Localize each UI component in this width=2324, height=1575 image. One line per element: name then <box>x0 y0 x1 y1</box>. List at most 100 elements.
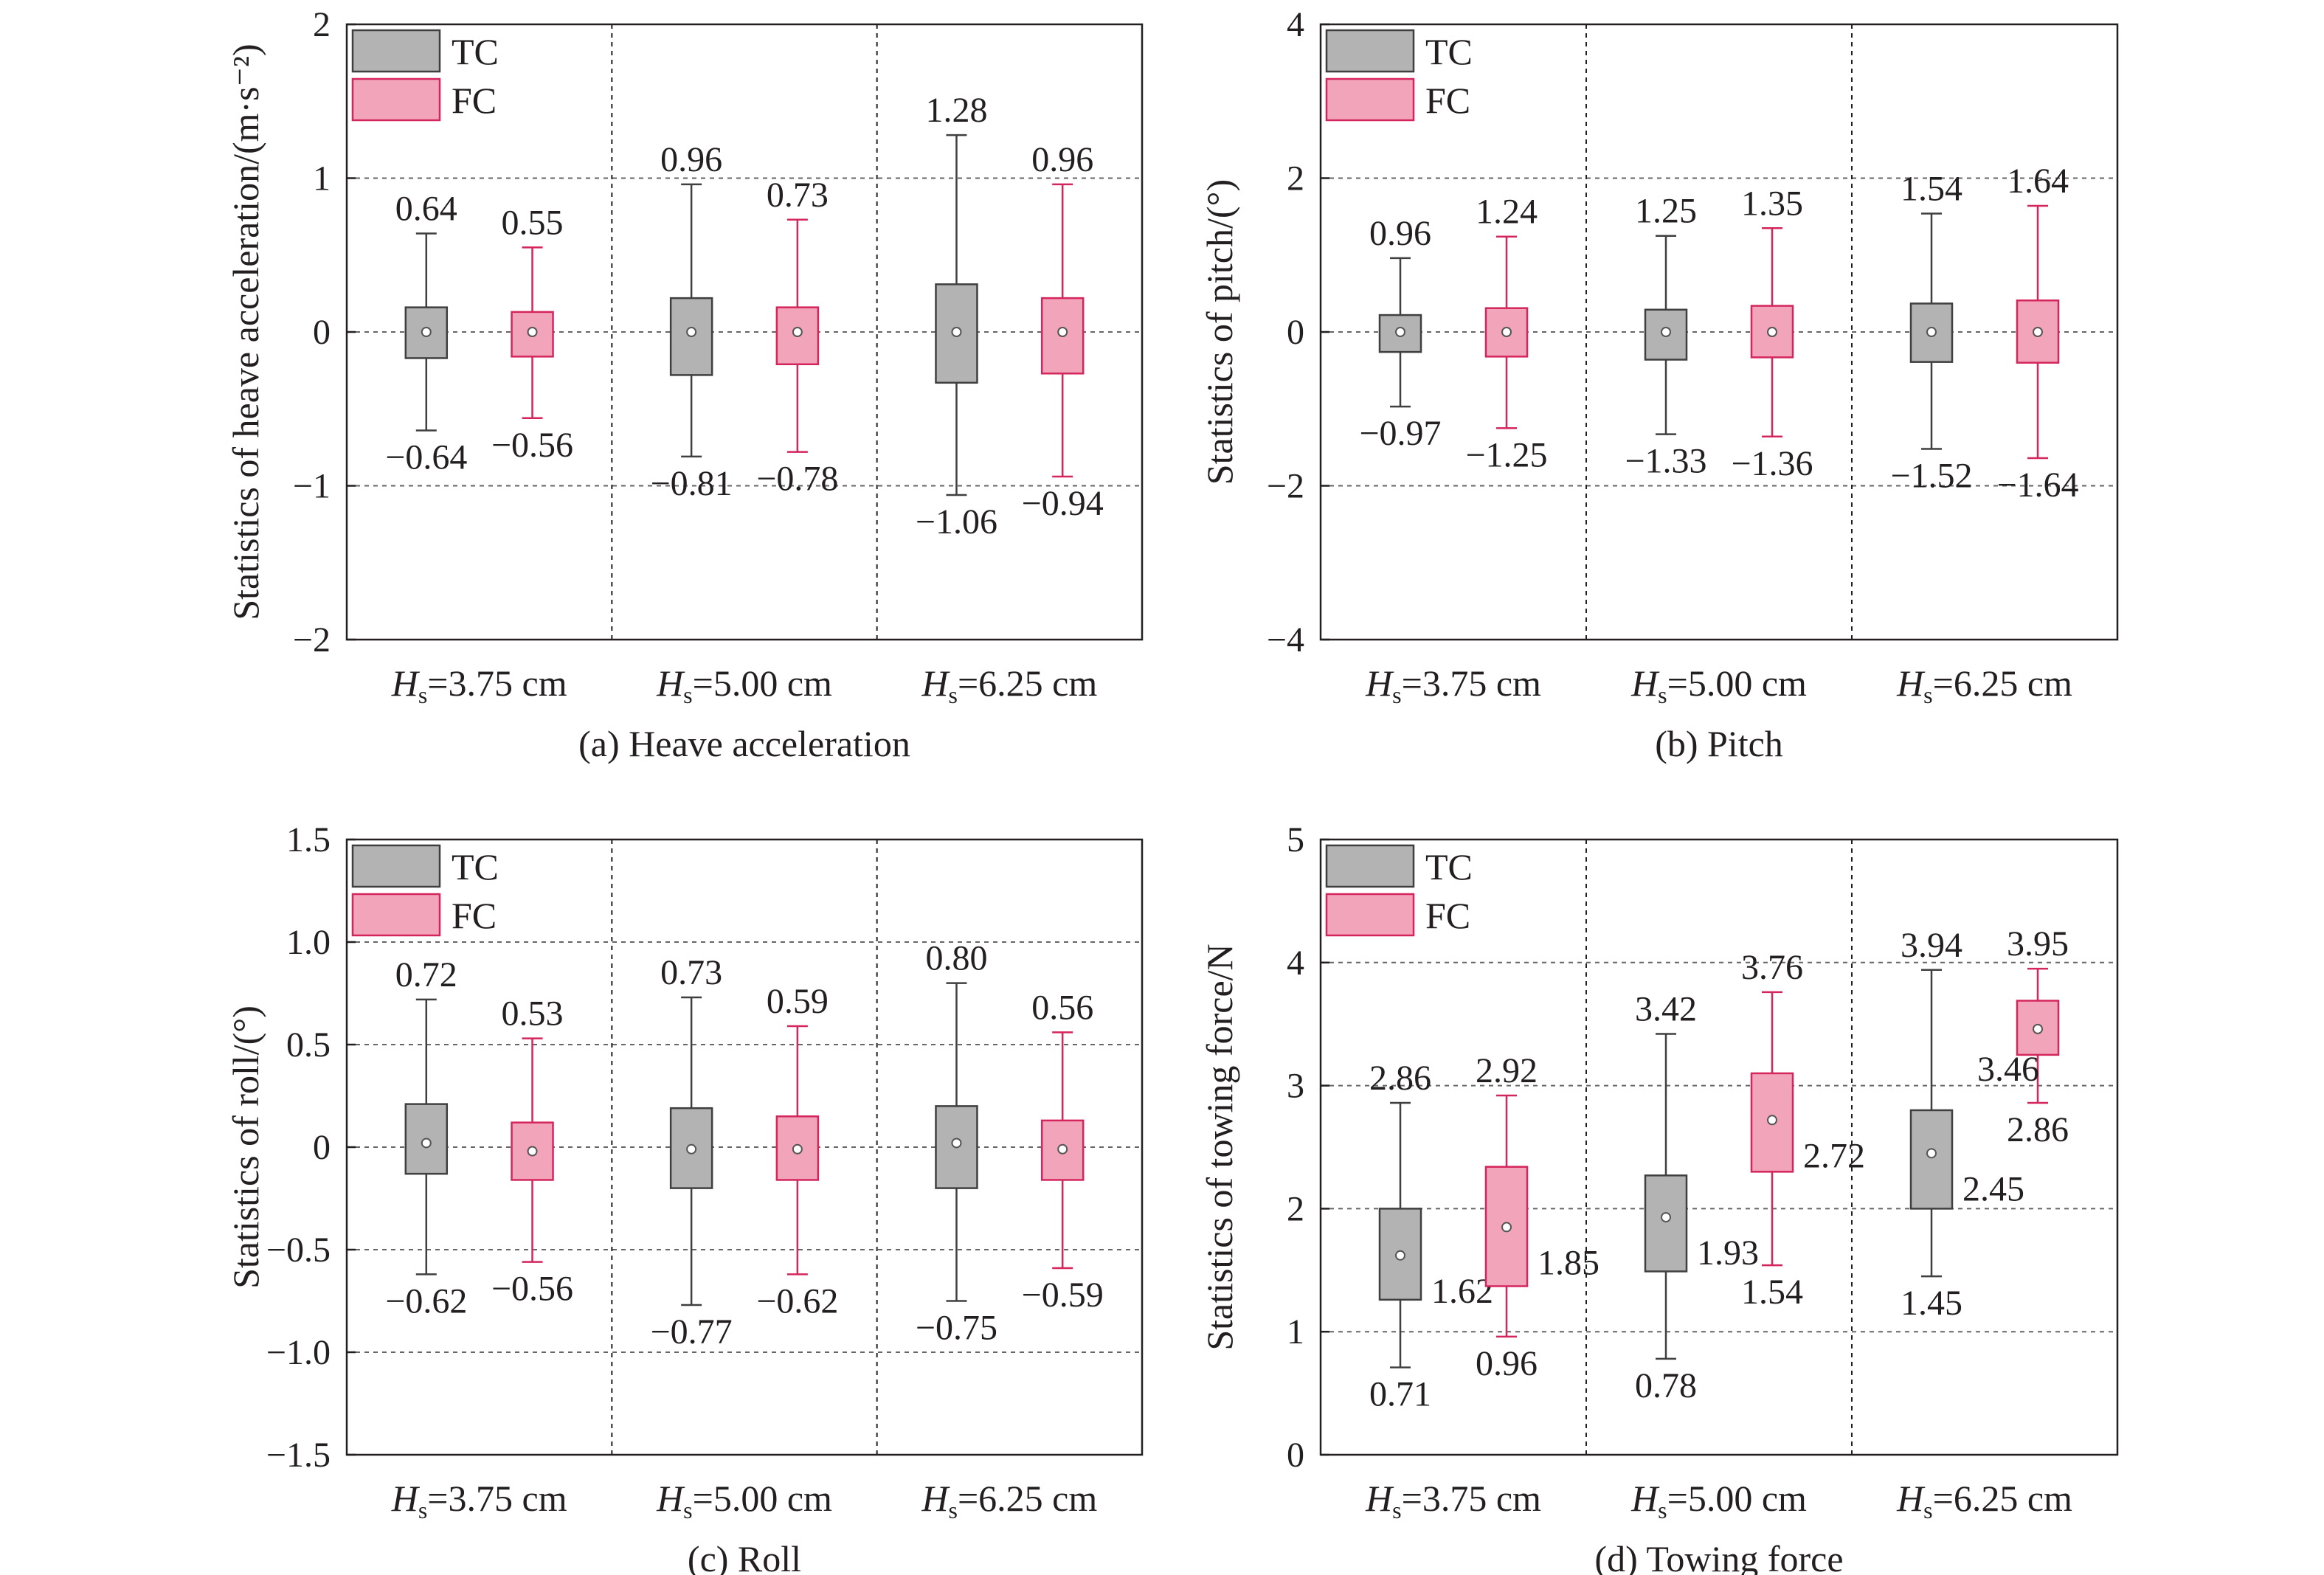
x-tick-value: =3.75 cm <box>1402 662 1541 704</box>
max-value-label: 1.35 <box>1741 184 1803 223</box>
box-tc-2: 0.73 −0.77 <box>651 953 733 1351</box>
x-tick-label: Hs=5.00 cm <box>656 1478 832 1523</box>
y-tick-label: −4 <box>1267 620 1304 660</box>
mean-marker <box>421 327 432 337</box>
x-tick-label: Hs=3.75 cm <box>1365 662 1541 708</box>
legend-label-fc: FC <box>1425 895 1470 936</box>
max-value-label: 1.25 <box>1635 192 1697 231</box>
max-value-label: 0.72 <box>395 955 457 994</box>
legend-swatch-tc <box>1325 844 1415 888</box>
min-value-label: −1.36 <box>1731 444 1813 483</box>
y-tick-label: 0 <box>313 1128 331 1167</box>
mean-marker <box>686 327 697 337</box>
min-value-label: −0.56 <box>491 426 573 465</box>
legend-swatch-tc <box>1325 29 1415 73</box>
x-tick-subscript: s <box>1658 682 1667 708</box>
y-tick-label: 1 <box>1287 1312 1304 1351</box>
min-value-label: −1.33 <box>1625 442 1706 481</box>
x-tick-symbol: H <box>1896 662 1926 704</box>
legend-swatch-fc <box>351 77 441 122</box>
y-tick-label: −2 <box>1267 467 1304 506</box>
min-value-label: 0.78 <box>1635 1366 1697 1405</box>
mean-marker <box>1926 327 1937 337</box>
x-tick-subscript: s <box>1392 682 1401 708</box>
panel-caption: (b) Pitch <box>1655 723 1783 764</box>
min-value-label: −0.59 <box>1022 1275 1104 1315</box>
x-tick-subscript: s <box>1392 1497 1401 1523</box>
x-tick-symbol: H <box>391 1478 421 1519</box>
box-fc-2: 1.35 −1.36 <box>1731 184 1813 483</box>
x-tick-subscript: s <box>683 1497 692 1523</box>
plot-frame <box>1319 838 2119 1456</box>
x-tick-symbol: H <box>1896 1478 1926 1519</box>
mean-value-label: 3.46 <box>1977 1050 2039 1089</box>
box-tc-1: 0.72 −0.62 <box>385 955 467 1321</box>
iqr-box <box>1644 1174 1688 1273</box>
x-tick-value: =3.75 cm <box>1402 1478 1541 1519</box>
box-fc-1: 0.55 −0.56 <box>491 203 573 464</box>
panel-caption: (c) Roll <box>688 1538 801 1575</box>
x-tick-value: =6.25 cm <box>958 1478 1097 1519</box>
max-value-label: 0.59 <box>767 982 829 1021</box>
legend-label-fc: FC <box>452 895 497 936</box>
panel-caption: (d) Towing force <box>1594 1538 1843 1575</box>
x-tick-label: Hs=3.75 cm <box>391 1478 567 1523</box>
min-value-label: −1.64 <box>1996 465 2078 505</box>
legend-label-fc: FC <box>452 80 497 121</box>
min-value-label: −0.94 <box>1022 484 1104 523</box>
box-fc-3: 1.64 −1.64 <box>1996 162 2078 505</box>
max-value-label: 0.96 <box>1369 214 1431 253</box>
x-tick-label: Hs=6.25 cm <box>921 662 1097 708</box>
x-tick-value: =5.00 cm <box>693 1478 832 1519</box>
y-tick-label: 5 <box>1287 820 1304 859</box>
y-tick-label: −1.5 <box>266 1436 331 1475</box>
mean-marker <box>1057 327 1068 337</box>
box-fc-1: 2.92 0.96 1.85 <box>1476 1051 1600 1383</box>
y-axis-label: Statistics of roll/(°) <box>225 1005 266 1289</box>
mean-marker <box>792 1143 803 1155</box>
y-tick-label: 4 <box>1287 5 1304 44</box>
legend-label-fc: FC <box>1425 80 1470 121</box>
min-value-label: 0.96 <box>1476 1344 1538 1383</box>
min-value-label: −1.52 <box>1890 456 1972 495</box>
x-tick-symbol: H <box>1365 1478 1394 1519</box>
x-tick-value: =6.25 cm <box>1933 662 2072 704</box>
mean-marker <box>527 1146 538 1157</box>
box-tc-3: 1.28 −1.06 <box>916 91 997 541</box>
y-tick-label: 1.0 <box>286 923 331 962</box>
x-tick-label: Hs=5.00 cm <box>1630 1478 1807 1523</box>
x-tick-value: =5.00 cm <box>1667 662 1807 704</box>
box-fc-3: 0.96 −0.94 <box>1022 140 1104 523</box>
y-tick-label: 4 <box>1287 944 1304 983</box>
max-value-label: 0.64 <box>395 190 457 229</box>
mean-value-label: 1.62 <box>1431 1272 1493 1311</box>
x-tick-label: Hs=3.75 cm <box>1365 1478 1541 1523</box>
x-tick-subscript: s <box>949 682 958 708</box>
box-fc-1: 0.53 −0.56 <box>491 994 573 1309</box>
mean-marker <box>1057 1143 1068 1155</box>
x-tick-value: =3.75 cm <box>427 1478 567 1519</box>
mean-marker <box>2033 327 2043 337</box>
y-axis-label: Statistics of pitch/(°) <box>1199 179 1240 485</box>
max-value-label: 3.42 <box>1635 990 1697 1029</box>
min-value-label: −1.25 <box>1465 435 1547 474</box>
y-tick-label: −0.5 <box>266 1230 331 1270</box>
max-value-label: 0.56 <box>1031 988 1093 1027</box>
max-value-label: 0.73 <box>767 176 829 215</box>
box-fc-2: 0.73 −0.78 <box>756 176 838 499</box>
x-tick-subscript: s <box>418 682 427 708</box>
box-tc-3: 0.80 −0.75 <box>916 939 997 1348</box>
mean-marker <box>1926 1148 1937 1159</box>
y-tick-label: −1.0 <box>266 1333 331 1372</box>
x-tick-value: =5.00 cm <box>693 662 832 704</box>
x-tick-value: =5.00 cm <box>1667 1478 1807 1519</box>
box-tc-2: 3.42 0.78 1.93 <box>1635 990 1759 1405</box>
min-value-label: 1.54 <box>1741 1273 1803 1312</box>
min-value-label: 1.45 <box>1901 1284 1962 1323</box>
iqr-box <box>935 283 978 384</box>
mean-marker <box>1767 1115 1777 1126</box>
max-value-label: 0.55 <box>502 203 564 242</box>
x-tick-value: =6.25 cm <box>1933 1478 2072 1519</box>
legend-swatch-tc <box>351 29 441 73</box>
x-tick-subscript: s <box>1923 1497 1932 1523</box>
